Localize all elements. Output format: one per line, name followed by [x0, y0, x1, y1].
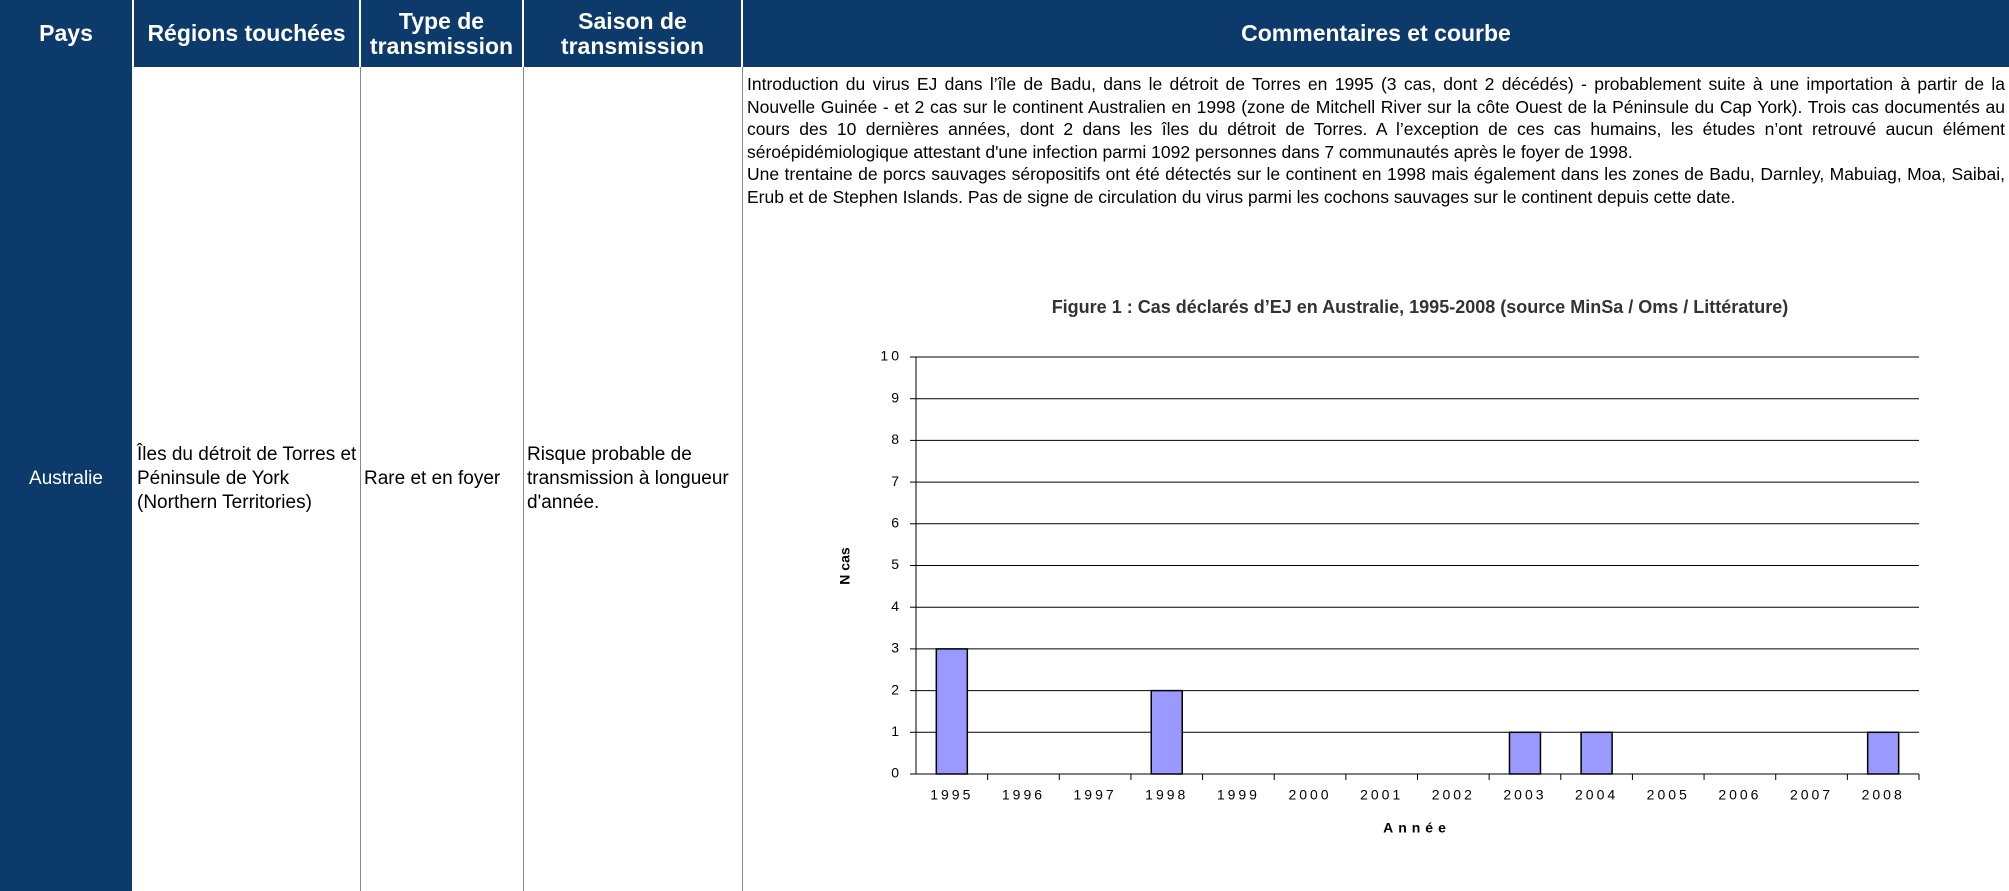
region-cell: Îles du détroit de Torres et Péninsule d…: [134, 67, 361, 891]
season-cell: Risque probable de transmission à longue…: [524, 67, 743, 891]
type-cell: Rare et en foyer: [361, 67, 524, 891]
paragraph: Une trentaine de porcs sauvages séroposi…: [747, 164, 2005, 207]
header-cell: Type de transmission: [361, 0, 524, 67]
header-cell: Saison de transmission: [524, 0, 743, 67]
paragraph: Introduction du virus EJ dans l’île de B…: [747, 74, 2005, 162]
header-cell: Pays: [0, 0, 134, 67]
header-cell: Commentaires et courbe: [743, 0, 2009, 67]
country-cell: Australie: [0, 67, 134, 891]
comments-cell: Introduction du virus EJ dans l’île de B…: [743, 67, 2009, 891]
header-cell: Régions touchées: [134, 0, 361, 67]
